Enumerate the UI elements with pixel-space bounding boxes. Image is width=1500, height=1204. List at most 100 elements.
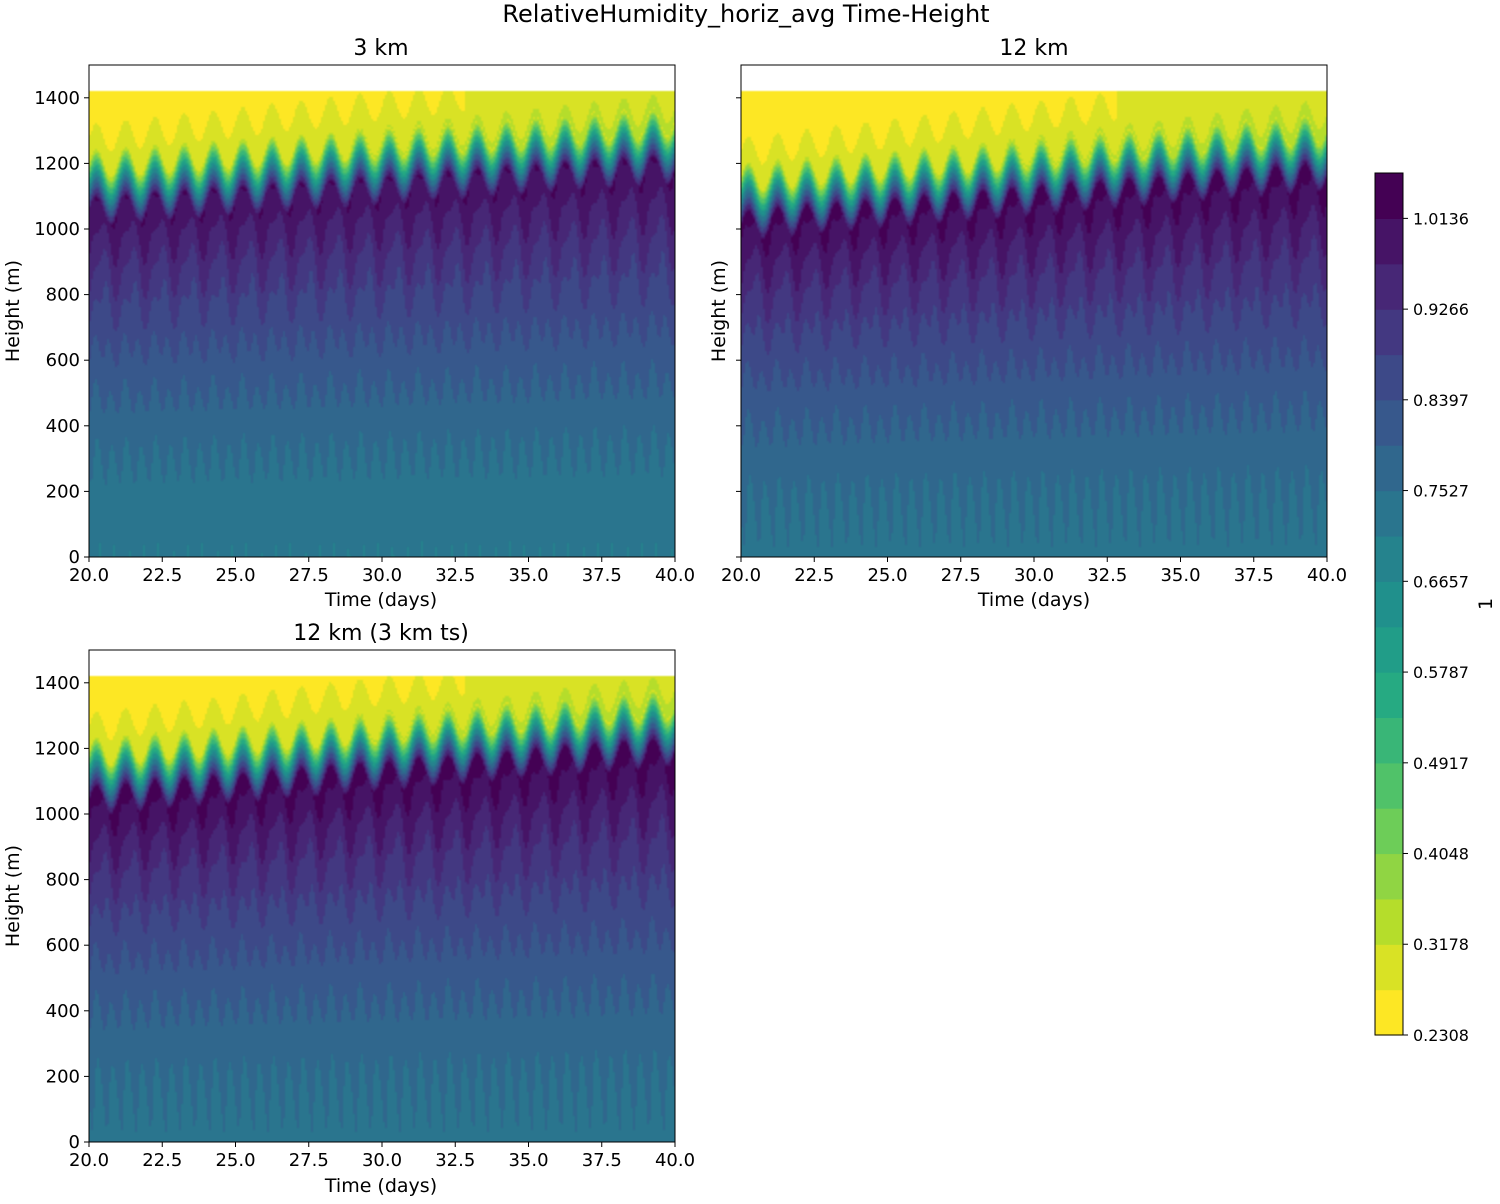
colorbar-frame [1374, 172, 1404, 1036]
colorbar-tick-label: 0.5787 [1413, 663, 1469, 682]
x-tick-label: 22.5 [142, 1150, 182, 1171]
contour-field [89, 65, 675, 557]
colorbar-band [1375, 898, 1403, 945]
y-tick-label: 1400 [34, 88, 80, 109]
y-tick-label: 1000 [34, 219, 80, 240]
x-tick-label: 20.0 [69, 1150, 109, 1171]
colorbar-band [1375, 944, 1403, 991]
y-tick-label: 800 [46, 285, 80, 306]
colorbar-band [1375, 762, 1403, 809]
y-axis-label: Height (m) [708, 260, 730, 362]
x-tick-label: 32.5 [435, 565, 475, 586]
x-tick-label: 35.0 [1160, 565, 1200, 586]
y-tick-label: 200 [46, 481, 80, 502]
colorbar-band [1375, 445, 1403, 492]
colorbar-band [1375, 717, 1403, 764]
x-tick-label: 22.5 [142, 565, 182, 586]
x-tick-label: 35.0 [508, 1150, 548, 1171]
colorbar-tick-label: 0.7527 [1413, 482, 1469, 501]
panel-title: 3 km [353, 36, 408, 61]
y-tick-label: 1200 [34, 738, 80, 759]
y-tick-label: 400 [46, 416, 80, 437]
colorbar-band [1375, 263, 1403, 310]
colorbar-band [1375, 173, 1403, 219]
x-tick-label: 27.5 [289, 565, 329, 586]
colorbar-tick-label: 0.2308 [1413, 1026, 1469, 1045]
x-tick-label: 30.0 [362, 1150, 402, 1171]
x-tick-label: 35.0 [508, 565, 548, 586]
y-tick-label: 0 [69, 547, 80, 568]
x-tick-label: 25.0 [215, 565, 255, 586]
panel-title: 12 km (3 km ts) [293, 621, 469, 646]
x-tick-label: 32.5 [1087, 565, 1127, 586]
x-tick-label: 40.0 [1307, 565, 1347, 586]
panel-3km: 3 km 20.0 22.5 25.0 27.5 30.0 32.5 35.0 37.5 40.… [2, 36, 695, 611]
y-axis-ticks: 0 200 400 600 800 1000 1200 1400 [34, 673, 89, 1153]
y-tick-label: 1200 [34, 153, 80, 174]
colorbar-band [1375, 672, 1403, 719]
colorbar-band [1375, 490, 1403, 537]
colorbar-band [1375, 808, 1403, 855]
x-tick-label: 37.5 [582, 565, 622, 586]
colorbar-tick-label: 0.4048 [1413, 844, 1469, 863]
y-tick-label: 0 [69, 1132, 80, 1153]
x-tick-label: 25.0 [215, 1150, 255, 1171]
x-tick-label: 32.5 [435, 1150, 475, 1171]
colorbar-band [1375, 309, 1403, 356]
panel-12km-3km-ts: 12 km (3 km ts) 20.0 22.5 25.0 27.5 30.0 32.5… [2, 621, 695, 1197]
x-tick-label: 25.0 [867, 565, 907, 586]
x-tick-label: 37.5 [582, 1150, 622, 1171]
colorbar-tick-label: 0.8397 [1413, 391, 1469, 410]
colorbar-band [1375, 581, 1403, 628]
x-tick-label: 40.0 [655, 1150, 695, 1171]
x-axis-label: Time (days) [324, 1175, 437, 1197]
y-tick-label: 600 [46, 935, 80, 956]
colorbar: 0.2308 0.3178 0.4048 0.4917 0.5787 0.6657 0.75… [1374, 172, 1497, 1045]
panel-title: 12 km [999, 36, 1068, 61]
x-axis-ticks: 20.0 22.5 25.0 27.5 30.0 32.5 35.0 37.5 40.0 [69, 557, 695, 586]
y-tick-label: 600 [46, 350, 80, 371]
x-tick-label: 22.5 [794, 565, 834, 586]
colorbar-band [1375, 989, 1403, 1036]
x-tick-label: 40.0 [655, 565, 695, 586]
contour-field [741, 65, 1327, 557]
colorbar-band [1375, 399, 1403, 446]
x-tick-label: 20.0 [69, 565, 109, 586]
x-tick-label: 27.5 [941, 565, 981, 586]
colorbar-tick-label: 0.9266 [1413, 300, 1469, 319]
panel-12km: 12 km 20.0 22.5 25.0 27.5 30.0 32.5 35.0 37.5 40… [708, 36, 1347, 611]
x-tick-label: 27.5 [289, 1150, 329, 1171]
colorbar-bands [1375, 173, 1403, 1036]
y-tick-label: 1000 [34, 804, 80, 825]
colorbar-ticks: 0.2308 0.3178 0.4048 0.4917 0.5787 0.6657 0.75… [1403, 209, 1469, 1045]
colorbar-band [1375, 218, 1403, 265]
y-axis-ticks: 0 200 400 600 800 1000 1200 1400 [34, 88, 89, 568]
colorbar-band [1375, 626, 1403, 673]
colorbar-label: 1 [1475, 598, 1497, 610]
contour-field [89, 650, 675, 1142]
colorbar-tick-label: 0.6657 [1413, 572, 1469, 591]
y-axis-label: Height (m) [2, 845, 24, 947]
y-axis-ticks [736, 97, 741, 558]
x-tick-label: 37.5 [1234, 565, 1274, 586]
x-axis-ticks: 20.0 22.5 25.0 27.5 30.0 32.5 35.0 37.5 40.0 [721, 557, 1347, 586]
y-tick-label: 800 [46, 870, 80, 891]
colorbar-tick-label: 0.4917 [1413, 754, 1469, 773]
y-axis-label: Height (m) [2, 260, 24, 362]
y-tick-label: 200 [46, 1066, 80, 1087]
x-tick-label: 20.0 [721, 565, 761, 586]
y-tick-label: 400 [46, 1001, 80, 1022]
x-axis-label: Time (days) [977, 589, 1090, 611]
y-tick-label: 1400 [34, 673, 80, 694]
figure-title: RelativeHumidity_horiz_avg Time-Height [502, 0, 989, 28]
colorbar-tick-label: 1.0136 [1413, 209, 1469, 228]
colorbar-band [1375, 354, 1403, 401]
x-tick-label: 30.0 [1014, 565, 1054, 586]
colorbar-band [1375, 853, 1403, 900]
x-axis-ticks: 20.0 22.5 25.0 27.5 30.0 32.5 35.0 37.5 40.0 [69, 1142, 695, 1171]
x-axis-label: Time (days) [324, 589, 437, 611]
x-tick-label: 30.0 [362, 565, 402, 586]
colorbar-band [1375, 535, 1403, 582]
